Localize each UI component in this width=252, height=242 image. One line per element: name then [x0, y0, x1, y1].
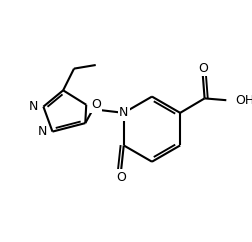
- Text: N: N: [119, 106, 128, 119]
- Text: O: O: [116, 171, 125, 184]
- Text: N: N: [38, 125, 47, 138]
- Text: O: O: [90, 98, 100, 111]
- Text: N: N: [28, 100, 38, 113]
- Text: OH: OH: [234, 94, 252, 107]
- Text: O: O: [197, 62, 207, 75]
